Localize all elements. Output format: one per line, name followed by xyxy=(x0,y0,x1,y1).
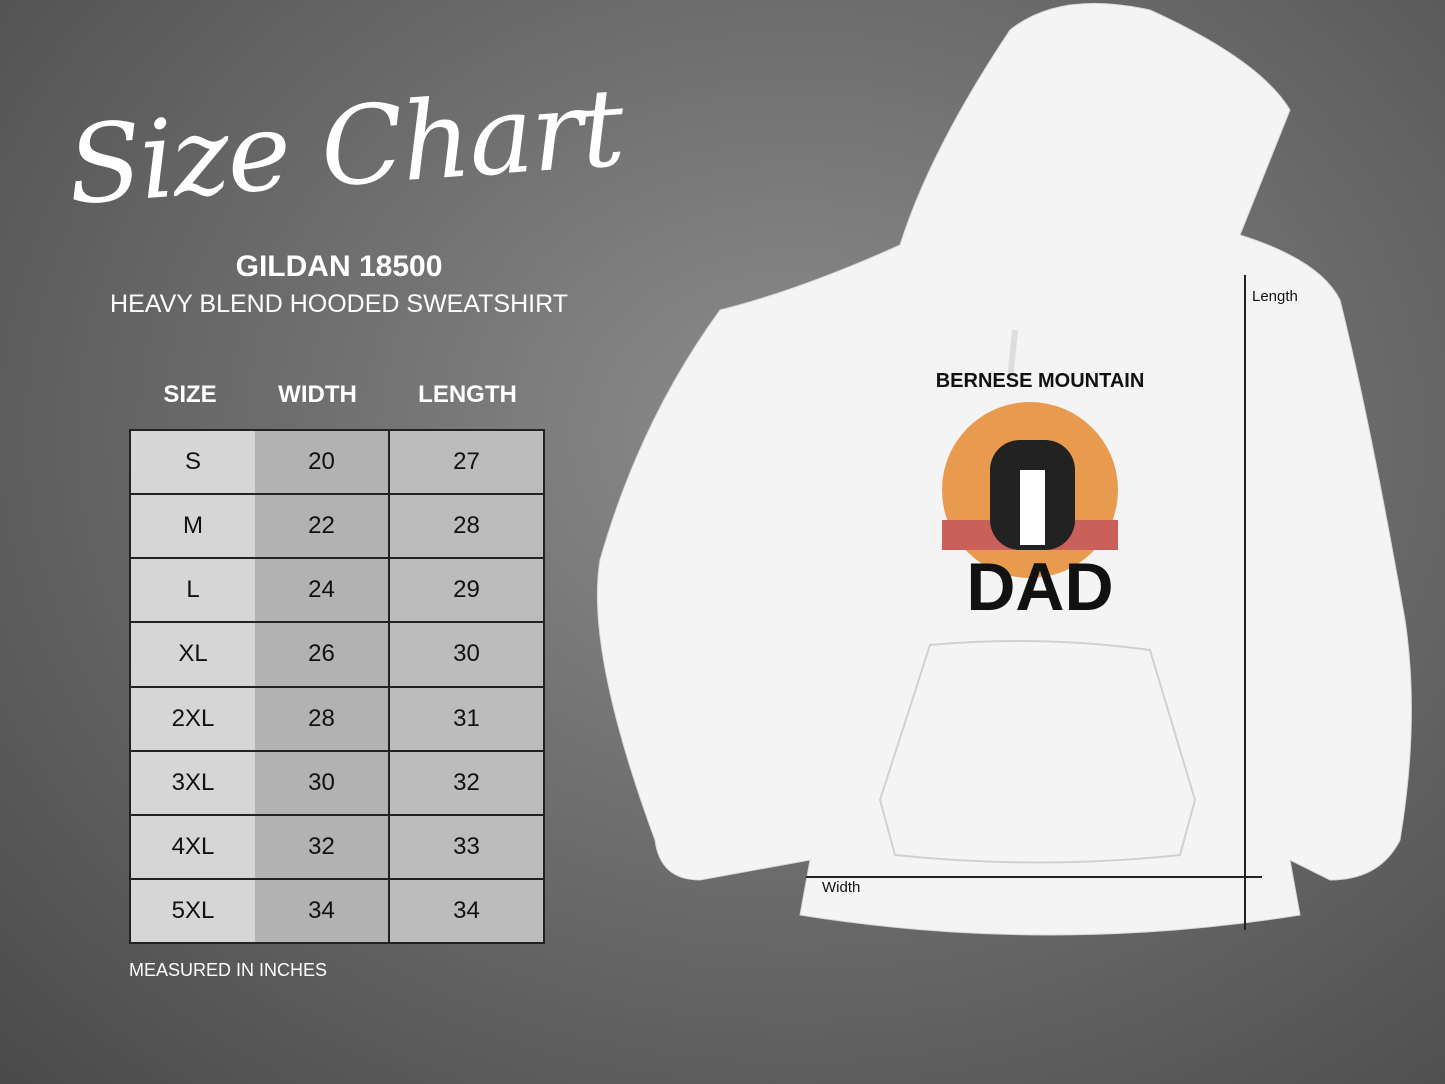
table-row: 3XL 30 32 xyxy=(129,749,545,816)
width-cell: 34 xyxy=(255,877,390,945)
size-cell: S xyxy=(129,428,255,496)
width-cell: 26 xyxy=(255,621,390,688)
size-cell: 2XL xyxy=(129,685,255,752)
width-label: Width xyxy=(822,879,861,896)
length-cell: 32 xyxy=(388,749,545,816)
width-cell: 24 xyxy=(255,557,390,624)
width-cell: 32 xyxy=(255,813,390,880)
table-row: M 22 28 xyxy=(129,493,545,560)
width-cell: 22 xyxy=(255,493,390,560)
print-big-text: DAD xyxy=(966,549,1114,625)
header-width: WIDTH xyxy=(278,381,357,408)
width-cell: 30 xyxy=(255,749,390,816)
length-cell: 27 xyxy=(388,428,545,496)
table-row: 4XL 32 33 xyxy=(129,813,545,880)
length-cell: 31 xyxy=(388,685,545,752)
table-row: 5XL 34 34 xyxy=(129,877,545,945)
length-cell: 29 xyxy=(388,557,545,624)
size-cell: M xyxy=(129,493,255,560)
print-arc-text: BERNESE MOUNTAIN xyxy=(935,370,1145,392)
length-cell: 34 xyxy=(388,877,545,945)
width-cell: 28 xyxy=(255,685,390,752)
size-cell: 4XL xyxy=(129,813,255,880)
width-cell: 20 xyxy=(255,428,390,496)
header-size: SIZE xyxy=(163,381,217,408)
table-row: S 20 27 xyxy=(129,428,545,496)
size-cell: 5XL xyxy=(129,877,255,945)
shirt-print: BERNESE MOUNTAIN DAD xyxy=(935,370,1145,626)
brand-model: GILDAN 18500 xyxy=(235,250,443,283)
length-cell: 28 xyxy=(388,493,545,560)
size-table: S 20 27 M 22 28 L 24 29 XL 26 30 2XL 28 31 3XL 30 32 4XL 32… xyxy=(129,428,545,945)
table-row: 2XL 28 31 xyxy=(129,685,545,752)
table-row: XL 26 30 xyxy=(129,621,545,688)
length-label: Length xyxy=(1252,288,1298,305)
size-cell: L xyxy=(129,557,255,624)
measurement-note: MEASURED IN INCHES xyxy=(129,960,328,980)
size-cell: XL xyxy=(129,621,255,688)
table-row: L 24 29 xyxy=(129,557,545,624)
size-cell: 3XL xyxy=(129,749,255,816)
header-length: LENGTH xyxy=(418,381,517,408)
product-name: HEAVY BLEND HOODED SWEATSHIRT xyxy=(110,290,568,318)
length-cell: 33 xyxy=(388,813,545,880)
length-cell: 30 xyxy=(388,621,545,688)
